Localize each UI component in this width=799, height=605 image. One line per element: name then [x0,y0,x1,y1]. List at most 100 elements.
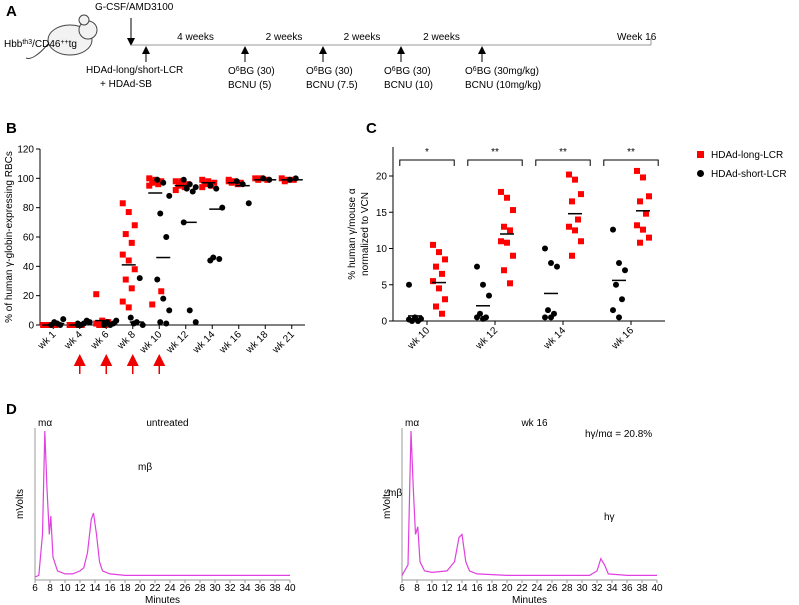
x-tick-label: wk 8 [115,329,138,352]
treatment-dose: O6BG (30mg/kg) [465,66,539,78]
data-point [60,316,67,323]
data-point [154,176,161,183]
peak-label: mα [405,418,419,429]
data-point [637,239,643,246]
x-tick-label: 6 [32,583,38,594]
significance-label: * [425,147,429,158]
panel-label: D [6,401,17,418]
data-point [157,210,164,217]
data-point [622,267,628,274]
data-point [160,295,167,302]
data-point [442,256,448,263]
treatment-dose-part: BG (30) [318,66,353,77]
x-tick-label: 24 [164,583,176,594]
data-point [125,257,132,264]
x-tick-label: 22 [149,583,161,594]
peak-label: mβ [138,462,152,473]
x-tick-label: 16 [471,583,483,594]
x-tick-label: wk 10 [405,325,432,352]
x-tick-label: wk 4 [62,329,85,352]
data-point [430,241,436,248]
treatment-dose-part: O [306,66,314,77]
treatment-dose-part: BG (30) [240,66,275,77]
data-point [199,184,206,191]
x-tick-label: 18 [486,583,498,594]
data-point [139,322,146,328]
data-point [234,181,241,188]
legend-swatch [697,170,704,177]
data-point [158,288,165,295]
legend-label: HDAd-long-LCR [711,150,783,161]
data-point [510,252,516,259]
data-point [83,317,90,324]
y-tick-label: 40 [23,262,35,273]
data-point [572,176,578,183]
data-point [119,251,126,258]
data-point [613,281,619,288]
y-tick-label: 5 [381,280,387,291]
injection-label: HDAd-long/short-LCR [86,65,183,76]
x-tick-label: 16 [104,583,116,594]
mouse-label-part: th3 [22,39,32,46]
data-point [610,307,616,314]
mobilization-label: G-CSF/AMD3100 [95,2,174,13]
y-tick-label: 0 [381,317,387,328]
x-tick-label: 18 [119,583,131,594]
x-tick-label: 20 [501,583,513,594]
timeline-end-label: Week 16 [617,32,657,43]
data-point [548,314,554,321]
data-point [542,245,548,252]
significance-bracket [603,159,659,166]
interval-label: 4 weeks [177,32,214,43]
x-tick-label: 20 [134,583,146,594]
data-point [131,266,138,273]
data-point [125,304,132,311]
data-point [554,263,560,270]
panel-label: B [6,120,17,137]
x-tick-label: wk 14 [190,329,217,356]
x-tick-label: 12 [74,583,86,594]
treatment-dose: O6BG (30) [306,66,353,78]
data-point [566,171,572,178]
significance-bracket [535,159,591,166]
treatment-dose-part: 6 [473,66,477,73]
data-point [566,223,572,230]
y-axis-label: % of human γ-globin-expressing RBCs [4,151,15,323]
x-tick-label: 10 [59,583,71,594]
data-point [619,296,625,303]
data-point [643,210,649,217]
y-axis-label: mVolts [382,489,393,519]
data-point [575,216,581,223]
data-point [93,320,100,327]
data-point [433,263,439,270]
data-point [93,291,100,298]
chromatogram-trace [34,430,290,578]
x-tick-label: wk 6 [88,329,111,352]
data-point [186,307,193,314]
treatment-dose: O6BG (30) [228,66,275,78]
data-point [569,198,575,205]
mouse-icon [25,14,98,59]
data-point [436,285,442,292]
x-tick-label: 40 [284,583,296,594]
x-tick-label: 32 [591,583,603,594]
x-tick-label: 38 [269,583,281,594]
peak-label: mβ [388,488,402,499]
data-point [442,296,448,303]
data-point [578,238,584,245]
data-point [501,223,507,230]
x-tick-label: 10 [426,583,438,594]
data-point [436,249,442,256]
data-point [439,310,445,317]
data-point [146,182,153,189]
mouse-label-part: /CD46 [32,39,61,50]
data-point [510,207,516,214]
significance-bracket [467,159,523,166]
y-axis-label: % human γ/mouse α [347,188,358,280]
x-tick-label: 22 [516,583,528,594]
data-point [501,267,507,274]
data-point [569,252,575,259]
data-point [281,178,288,185]
x-tick-label: 28 [194,583,206,594]
